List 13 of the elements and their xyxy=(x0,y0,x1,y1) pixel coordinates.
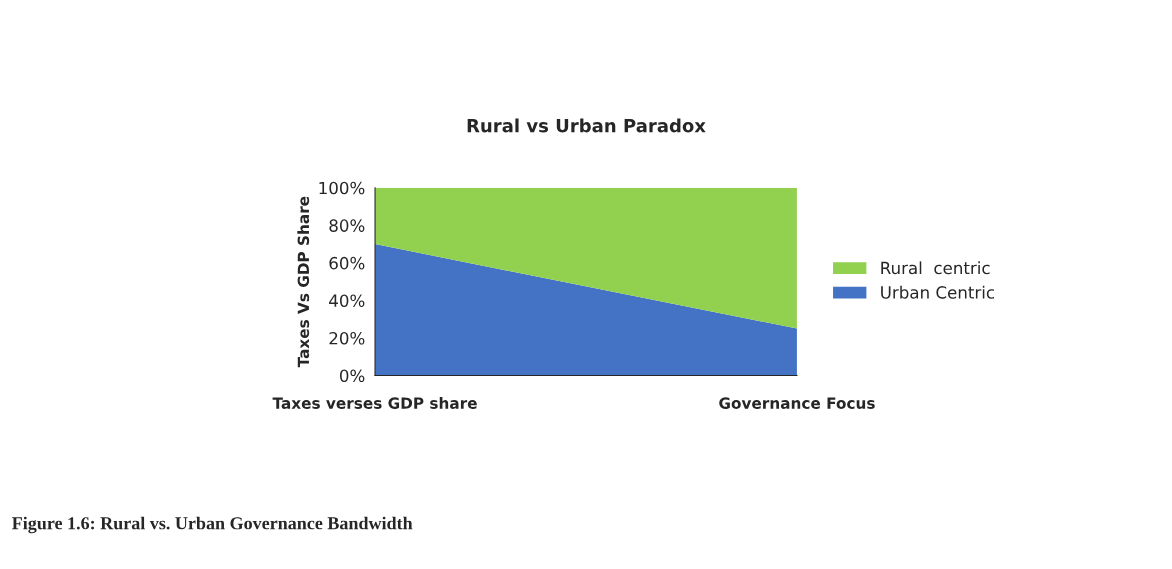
x-tick-label: Governance Focus xyxy=(719,397,875,409)
y-tick-label: 60% xyxy=(329,256,365,270)
y-axis-title: Taxes Vs GDP Share xyxy=(297,196,310,368)
y-tick-label: 20% xyxy=(329,331,365,345)
y-tick-label: 0% xyxy=(339,369,365,383)
chart-title: Rural vs Urban Paradox xyxy=(467,118,706,133)
legend-label: Urban Centric xyxy=(881,285,995,299)
legend-label: Rural centric xyxy=(881,261,990,275)
caption: Figure 1.6: Rural vs. Urban Governance Bandwidth xyxy=(12,516,413,534)
x-tick-label: Taxes verses GDP share xyxy=(272,397,477,409)
y-tick-label: 40% xyxy=(329,294,365,307)
y-tick-label: 100% xyxy=(319,181,365,195)
y-tick-label: 80% xyxy=(329,219,365,232)
